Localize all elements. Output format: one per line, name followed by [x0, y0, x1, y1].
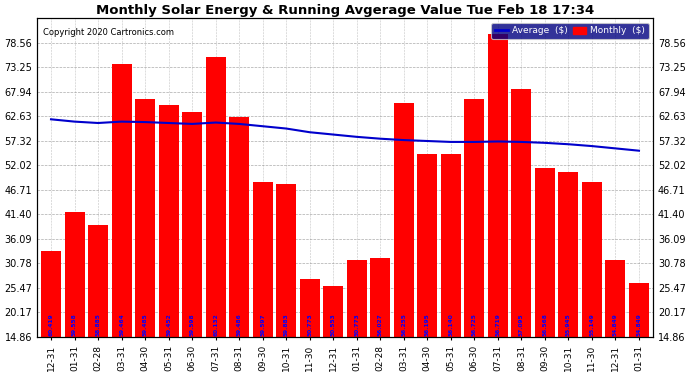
Text: 56.719: 56.719: [495, 313, 500, 336]
Text: 55.149: 55.149: [589, 313, 595, 336]
Text: 59.558: 59.558: [72, 313, 77, 336]
Text: Copyright 2020 Cartronics.com: Copyright 2020 Cartronics.com: [43, 28, 174, 37]
Bar: [276, 184, 296, 375]
Text: 59.464: 59.464: [119, 313, 124, 336]
Title: Monthly Solar Energy & Running Avgerage Value Tue Feb 18 17:34: Monthly Solar Energy & Running Avgerage …: [96, 4, 594, 17]
Bar: [417, 154, 437, 375]
Bar: [558, 172, 578, 375]
Text: 50.773: 50.773: [307, 313, 312, 336]
Legend: Average  ($), Monthly  ($): Average ($), Monthly ($): [491, 23, 649, 39]
Text: 54.849: 54.849: [636, 313, 642, 336]
Text: 60.132: 60.132: [213, 313, 218, 336]
Bar: [394, 103, 414, 375]
Bar: [582, 182, 602, 375]
Text: 59.452: 59.452: [166, 313, 171, 336]
Bar: [112, 64, 132, 375]
Text: 56.195: 56.195: [425, 313, 430, 336]
Bar: [488, 34, 508, 375]
Bar: [135, 99, 155, 375]
Text: 59.598: 59.598: [190, 313, 195, 336]
Text: 56.568: 56.568: [542, 313, 547, 336]
Text: 55.945: 55.945: [566, 313, 571, 336]
Text: 50.773: 50.773: [354, 313, 359, 336]
Text: 59.486: 59.486: [237, 313, 241, 336]
Bar: [605, 260, 625, 375]
Bar: [464, 99, 484, 375]
Text: 56.255: 56.255: [402, 313, 406, 336]
Text: 59.597: 59.597: [260, 313, 265, 336]
Bar: [41, 251, 61, 375]
Bar: [371, 258, 391, 375]
Text: 57.095: 57.095: [519, 313, 524, 336]
Bar: [629, 283, 649, 375]
Bar: [253, 182, 273, 375]
Bar: [65, 211, 85, 375]
Bar: [323, 285, 343, 375]
Bar: [347, 260, 367, 375]
Bar: [229, 117, 249, 375]
Bar: [511, 89, 531, 375]
Text: 58.885: 58.885: [95, 313, 101, 336]
Text: 59.485: 59.485: [143, 313, 148, 336]
Bar: [88, 225, 108, 375]
Bar: [206, 57, 226, 375]
Bar: [441, 154, 461, 375]
Text: 56.725: 56.725: [472, 313, 477, 336]
Text: 56.027: 56.027: [378, 313, 383, 336]
Bar: [182, 112, 202, 375]
Bar: [535, 168, 555, 375]
Bar: [159, 105, 179, 375]
Text: 60.419: 60.419: [48, 313, 54, 336]
Text: 54.849: 54.849: [613, 313, 618, 336]
Text: 56.140: 56.140: [448, 313, 453, 336]
Bar: [299, 279, 319, 375]
Text: 59.883: 59.883: [284, 313, 288, 336]
Text: 50.553: 50.553: [331, 313, 336, 336]
